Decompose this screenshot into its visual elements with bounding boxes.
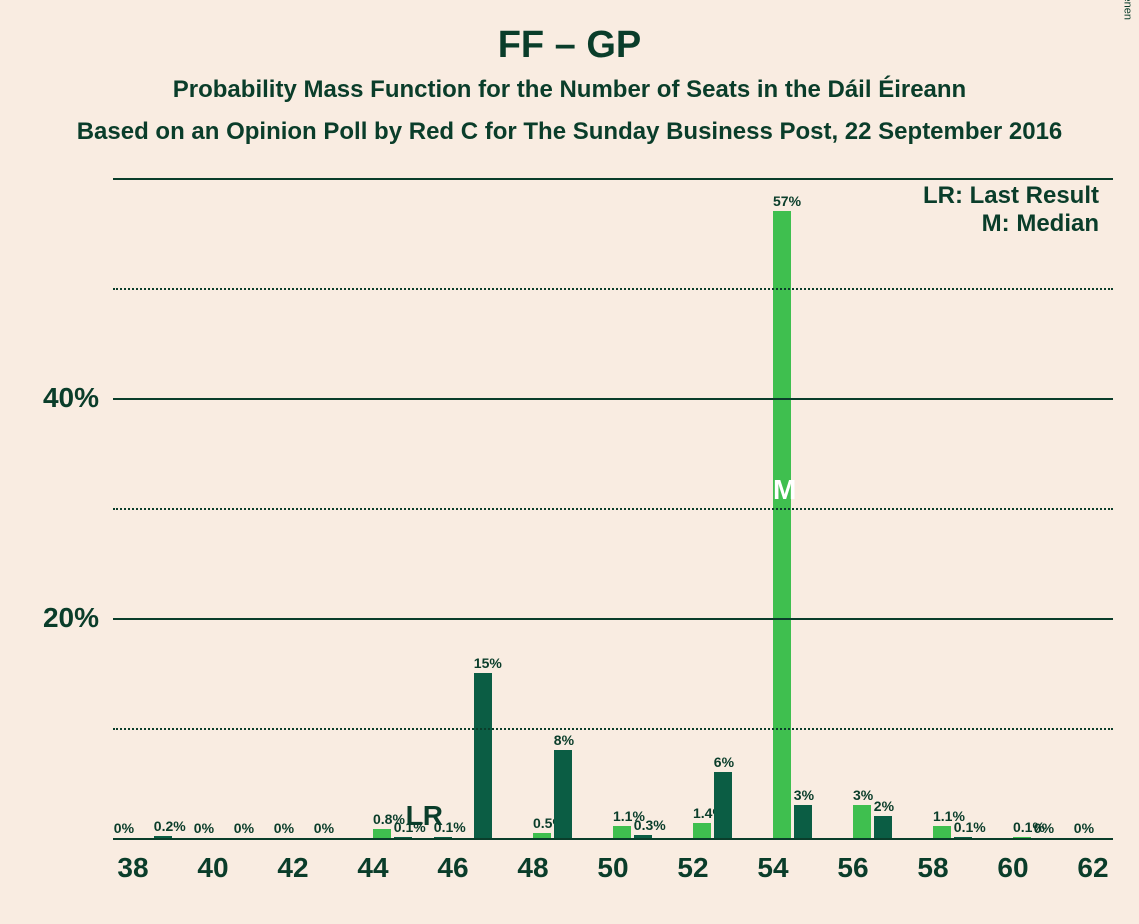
- x-axis-tick: 50: [597, 838, 628, 884]
- bar-value-label: 3%: [794, 787, 812, 803]
- bar-light: 3%: [853, 805, 871, 838]
- x-axis-tick: 58: [917, 838, 948, 884]
- bar-value-label: 57%: [773, 193, 791, 209]
- y-axis-label: 40%: [43, 382, 113, 414]
- bar-light: 57%M: [773, 211, 791, 838]
- chart-subtitle: Probability Mass Function for the Number…: [0, 76, 1139, 104]
- x-axis-tick: 38: [117, 838, 148, 884]
- bar-value-label: 1.4%: [693, 805, 711, 821]
- credit-text: © 2020 Filip van Laenen: [1121, 0, 1133, 20]
- bar-value-label: 8%: [554, 732, 572, 748]
- bar-value-label: 0%: [114, 820, 132, 836]
- x-axis-tick: 46: [437, 838, 468, 884]
- bar-dark: 2%: [874, 816, 892, 838]
- x-axis-tick: 60: [997, 838, 1028, 884]
- bar-dark: 15%: [474, 673, 492, 838]
- bar-value-label: 0%: [234, 820, 252, 836]
- bar-value-label: 0%: [1034, 820, 1052, 836]
- chart-pollinfo: Based on an Opinion Poll by Red C for Th…: [0, 118, 1139, 146]
- chart-area: 0%0.2%0%0%0%0%0.8%0.1%0.1%15%0.5%8%1.1%0…: [113, 178, 1113, 838]
- chart-page: FF – GP Probability Mass Function for th…: [0, 0, 1139, 924]
- bar-value-label: 1.1%: [613, 808, 631, 824]
- x-axis-tick: 42: [277, 838, 308, 884]
- gridline-major: [113, 398, 1113, 400]
- x-axis-tick: 52: [677, 838, 708, 884]
- y-axis-label: 20%: [43, 602, 113, 634]
- gridline-minor: [113, 288, 1113, 290]
- bar-dark: 8%: [554, 750, 572, 838]
- bar-value-label: 0%: [274, 820, 292, 836]
- bar-value-label: 0%: [194, 820, 212, 836]
- x-axis-tick: 40: [197, 838, 228, 884]
- bar-value-label: 6%: [714, 754, 732, 770]
- bar-value-label: 2%: [874, 798, 892, 814]
- gridline-major: [113, 618, 1113, 620]
- last-result-marker: LR: [383, 800, 443, 832]
- bar-value-label: 0.5%: [533, 815, 551, 831]
- bar-value-label: 0.1%: [1013, 819, 1031, 835]
- x-axis-tick: 48: [517, 838, 548, 884]
- x-axis-tick: 44: [357, 838, 388, 884]
- bar-light: 1.1%: [933, 826, 951, 838]
- bar-value-label: 0.3%: [634, 817, 652, 833]
- bar-light: 1.4%: [693, 823, 711, 838]
- bar-value-label: 3%: [853, 787, 871, 803]
- bar-value-label: 15%: [474, 655, 492, 671]
- gridline-minor: [113, 508, 1113, 510]
- bar-dark: 3%: [794, 805, 812, 838]
- bar-value-label: 0.2%: [154, 818, 172, 834]
- frame-top: [113, 178, 1113, 180]
- bar-value-label: 0%: [1074, 820, 1092, 836]
- bar-dark: 6%: [714, 772, 732, 838]
- bar-value-label: 1.1%: [933, 808, 951, 824]
- chart-title: FF – GP: [0, 24, 1139, 67]
- bar-light: 1.1%: [613, 826, 631, 838]
- bar-value-label: 0%: [314, 820, 332, 836]
- x-axis-tick: 54: [757, 838, 788, 884]
- gridline-minor: [113, 728, 1113, 730]
- bar-value-label: 0.1%: [954, 819, 972, 835]
- median-marker: M: [773, 474, 791, 506]
- x-axis-tick: 62: [1077, 838, 1108, 884]
- x-axis-tick: 56: [837, 838, 868, 884]
